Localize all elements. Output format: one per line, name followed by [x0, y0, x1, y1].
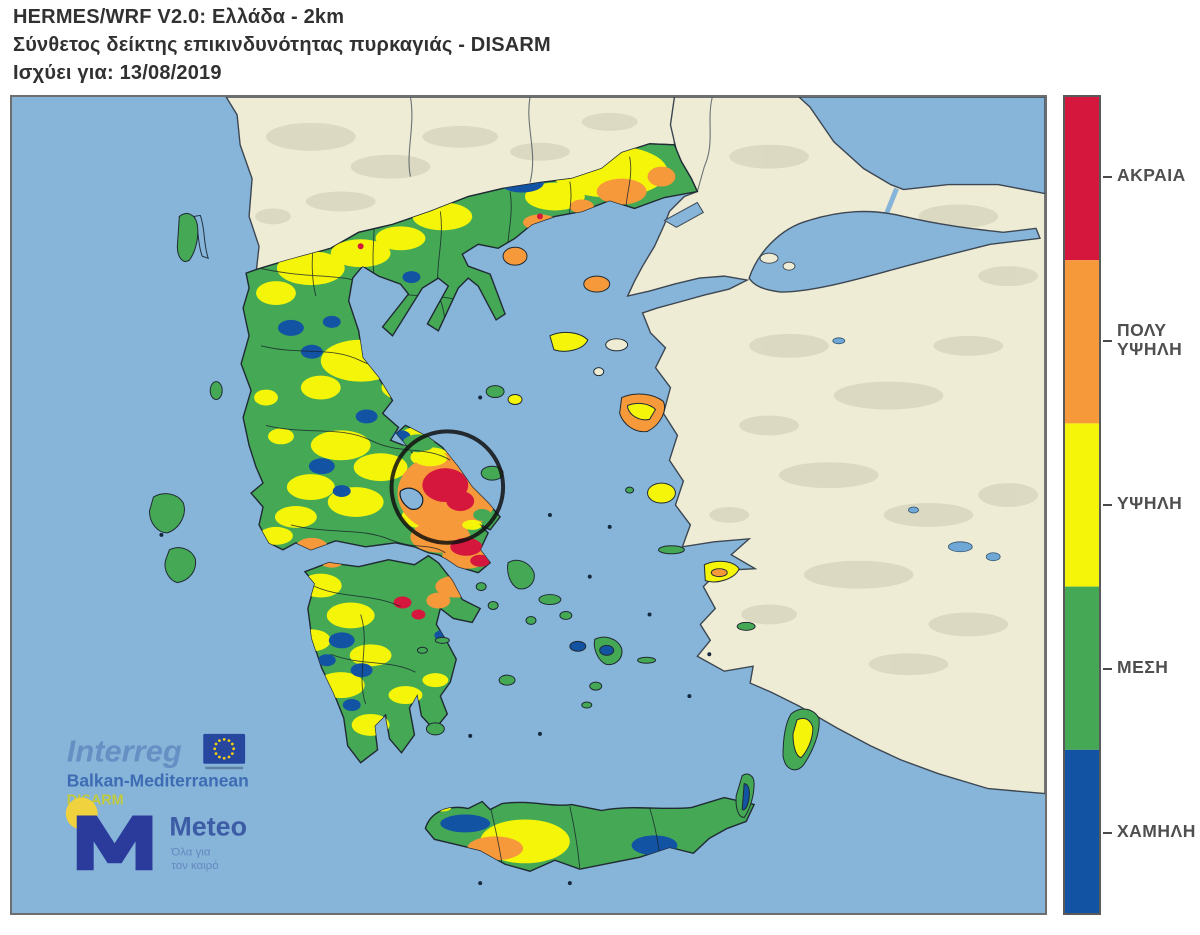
legend-tick-extreme	[1103, 176, 1112, 178]
saros-gulf	[663, 201, 705, 228]
legend-tick-high	[1103, 504, 1112, 506]
meteo-tagline-1: Όλα για	[170, 846, 210, 858]
legend-label-text: ΑΚΡΑΙΑ	[1117, 165, 1186, 185]
valid-date: Ισχύει για: 13/08/2019	[13, 62, 222, 84]
interreg-programme: Balkan-Mediterranean	[67, 771, 249, 791]
legend: ΑΚΡΑΙΑ ΠΟΛΥ ΥΨΗΛΗ ΥΨΗΛΗ ΜΕΣΗ ΧΑΜΗΛΗ	[1063, 95, 1200, 915]
legend-label-very-high: ΠΟΛΥ ΥΨΗΛΗ	[1117, 321, 1182, 359]
legend-label-high: ΥΨΗΛΗ	[1117, 494, 1182, 513]
page-title: HERMES/WRF V2.0: Ελλάδα - 2km	[13, 6, 345, 28]
meteo-wordmark: Meteo	[169, 811, 247, 841]
black-sea	[797, 97, 1045, 195]
bosphorus-strait	[884, 187, 899, 215]
euboean-gulf	[399, 487, 424, 510]
turkey-landmass	[626, 97, 1045, 795]
meteo-logo: Meteo Όλα για τον καιρό	[65, 797, 247, 872]
legend-label-text: ΜΕΣΗ	[1117, 657, 1169, 677]
legend-label-extreme: ΑΚΡΑΙΑ	[1117, 166, 1186, 185]
legend-tick-low	[1103, 832, 1112, 834]
legend-label-text: ΠΟΛΥ	[1117, 320, 1167, 340]
page-subtitle: Σύνθετος δείκτης επικινδυνότητας πυρκαγι…	[13, 34, 551, 56]
sea-of-marmara	[748, 210, 1042, 293]
legend-colorbar	[1063, 95, 1101, 915]
highlight-circle	[389, 429, 506, 545]
map-panel: \	[10, 95, 1047, 915]
legend-label-text: ΧΑΜΗΛΗ	[1117, 821, 1196, 841]
legend-tick-very-high	[1103, 340, 1112, 342]
meteo-m-icon	[76, 815, 153, 871]
meteo-tagline-2: τον καιρό	[171, 860, 218, 872]
legend-swatch-medium	[1065, 586, 1099, 750]
legend-swatch-high	[1065, 423, 1099, 587]
legend-swatch-low	[1065, 749, 1099, 913]
legend-tick-medium	[1103, 668, 1112, 670]
legend-label-medium: ΜΕΣΗ	[1117, 658, 1168, 677]
legend-swatch-very-high	[1065, 260, 1099, 424]
islands	[148, 213, 820, 818]
legend-swatch-extreme	[1065, 97, 1099, 261]
eu-flag-icon	[203, 733, 246, 770]
fire-risk-map: \	[12, 97, 1045, 913]
lakes	[832, 337, 1001, 562]
legend-label-text: ΥΨΗΛΗ	[1117, 339, 1183, 359]
islets	[159, 395, 712, 886]
legend-label-text: ΥΨΗΛΗ	[1117, 493, 1183, 513]
interreg-wordmark: Interreg	[67, 734, 182, 769]
legend-label-low: ΧΑΜΗΛΗ	[1117, 822, 1196, 841]
terrain-shading: \	[255, 112, 638, 225]
title-block: HERMES/WRF V2.0: Ελλάδα - 2km Σύνθετος δ…	[13, 3, 551, 87]
